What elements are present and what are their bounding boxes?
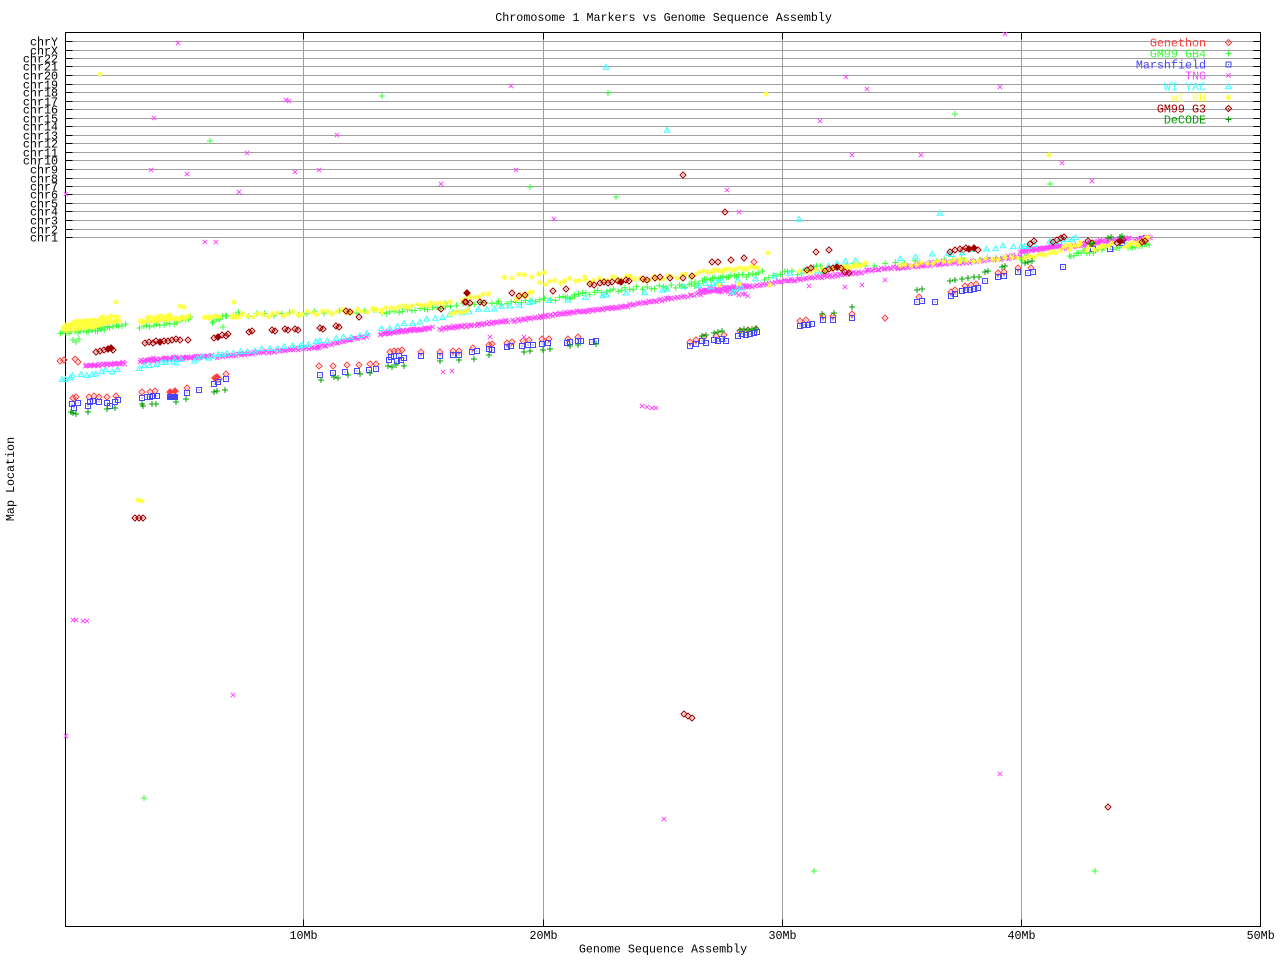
svg-text:GM99 G3: GM99 G3 xyxy=(1157,102,1206,116)
svg-text:10Mb: 10Mb xyxy=(289,929,317,943)
svg-text:chr20: chr20 xyxy=(23,69,58,83)
svg-text:Chromosome 1 Markers vs Genome: Chromosome 1 Markers vs Genome Sequence … xyxy=(495,11,832,25)
svg-text:chr8: chr8 xyxy=(30,172,58,186)
svg-text:Genome Sequence Assembly: Genome Sequence Assembly xyxy=(579,943,747,957)
svg-text:WI RH: WI RH xyxy=(1171,91,1206,105)
svg-text:chr15: chr15 xyxy=(23,112,58,126)
svg-text:chr13: chr13 xyxy=(23,129,58,143)
svg-text:chrY: chrY xyxy=(30,35,58,49)
svg-text:TNG: TNG xyxy=(1185,69,1206,83)
svg-text:chr2: chr2 xyxy=(30,223,58,237)
svg-text:20Mb: 20Mb xyxy=(529,929,557,943)
svg-text:chr6: chr6 xyxy=(30,188,58,202)
svg-text:chr3: chr3 xyxy=(30,214,58,228)
svg-text:chr19: chr19 xyxy=(23,78,58,92)
svg-text:chrX: chrX xyxy=(30,44,58,58)
svg-text:Map Location: Map Location xyxy=(4,437,18,521)
svg-text:30Mb: 30Mb xyxy=(768,929,796,943)
svg-text:chr10: chr10 xyxy=(23,154,58,168)
svg-text:40Mb: 40Mb xyxy=(1007,929,1035,943)
svg-text:chr17: chr17 xyxy=(23,95,58,109)
svg-text:chr5: chr5 xyxy=(30,197,58,211)
svg-text:chr7: chr7 xyxy=(30,180,58,194)
svg-text:chr14: chr14 xyxy=(23,120,58,134)
svg-text:50Mb: 50Mb xyxy=(1247,929,1275,943)
svg-text:WI YAC: WI YAC xyxy=(1164,80,1206,94)
svg-text:chr21: chr21 xyxy=(23,60,58,74)
svg-text:GM99 GB4: GM99 GB4 xyxy=(1150,47,1206,61)
svg-text:chr4: chr4 xyxy=(30,205,58,219)
svg-text:chr9: chr9 xyxy=(30,163,58,177)
svg-text:DeCODE: DeCODE xyxy=(1164,113,1206,127)
svg-text:Marshfield: Marshfield xyxy=(1136,58,1206,72)
svg-text:chr11: chr11 xyxy=(23,146,58,160)
svg-text:Genethon: Genethon xyxy=(1150,36,1206,50)
svg-text:chr16: chr16 xyxy=(23,103,58,117)
svg-text:chr18: chr18 xyxy=(23,86,58,100)
svg-text:chr1: chr1 xyxy=(30,231,58,245)
svg-text:chr12: chr12 xyxy=(23,137,58,151)
svg-text:chr22: chr22 xyxy=(23,52,58,66)
